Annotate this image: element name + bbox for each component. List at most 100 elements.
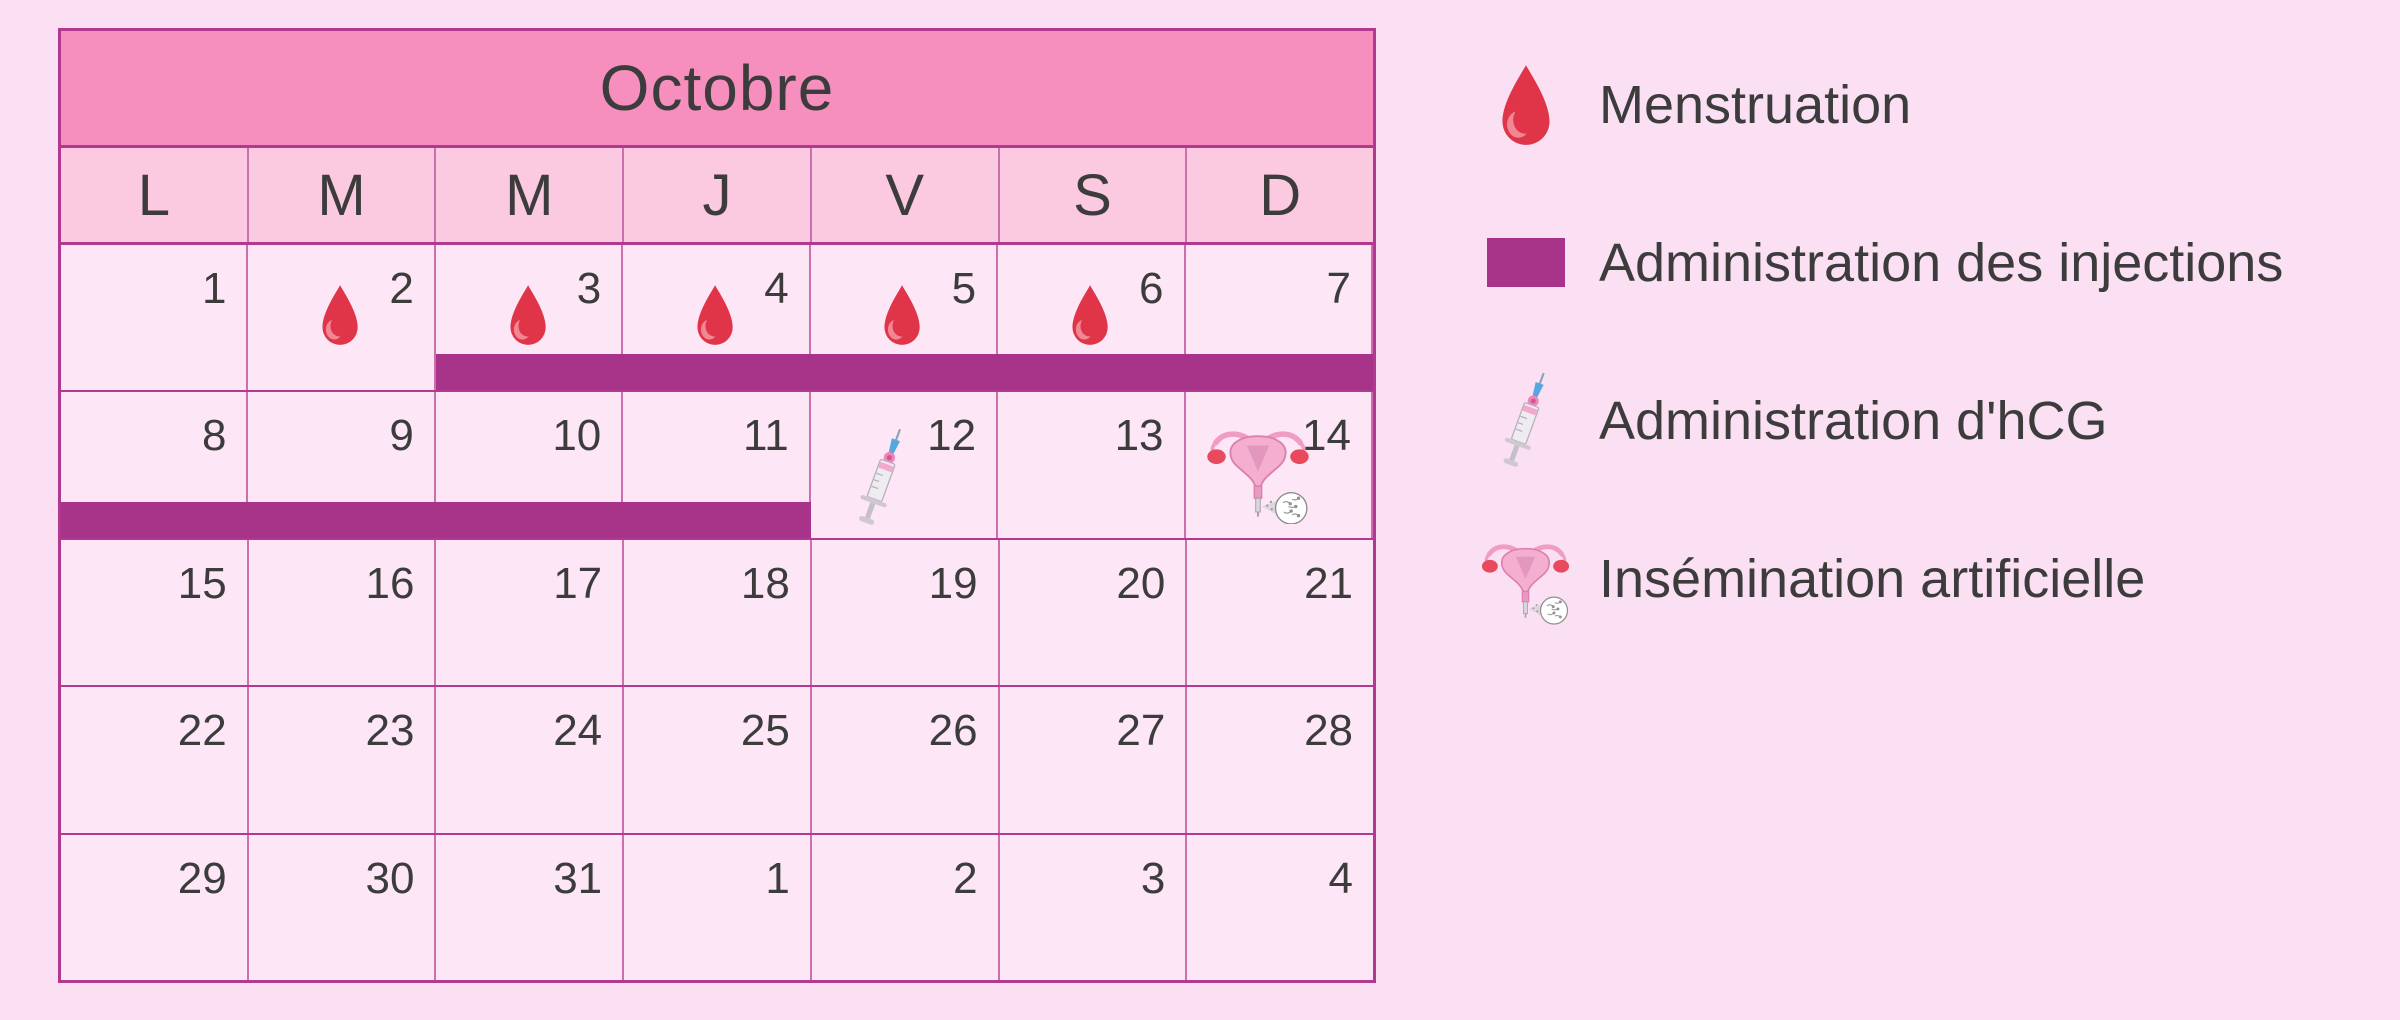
blood-drop-icon [322,285,358,345]
day-number: 14 [1302,411,1351,461]
day-number: 21 [1304,558,1354,608]
insemination-marker [1202,418,1314,526]
day-number: 29 [177,853,227,903]
day-number: 2 [953,853,978,903]
day-cell: 15 [61,539,249,686]
day-cell: 18 [624,539,812,686]
day-number: 26 [928,706,978,756]
calendar-month-title: Octobre [61,31,1373,148]
injection-swatch-icon [1486,238,1565,287]
day-cell: 9 [248,392,436,538]
day-cell: 21 [1187,540,1373,685]
day-number: 3 [576,264,602,313]
day-cell: 24 [436,687,625,833]
day-cell: 25 [624,687,812,833]
day-number: 4 [764,264,789,313]
injection-bar [435,354,1373,391]
day-number: 31 [553,853,603,903]
syringe-icon [1503,372,1545,467]
day-number: 7 [1326,264,1351,313]
day-cell: 10 [436,392,624,538]
day-number: 13 [1114,411,1164,461]
menstruation-marker [505,282,551,348]
legend-label: Administration d'hCG [1599,390,2108,451]
day-cell: 1 [61,245,249,391]
legend: Menstruation Administration des injection… [1478,52,2283,684]
menstruation-marker [317,282,363,348]
day-number: 25 [740,706,790,756]
week-row: 1 2 3 4 5 6 7 [61,245,1373,393]
legend-label: Administration des injections [1599,232,2284,293]
legend-item: Administration des injections [1478,210,2283,315]
day-cell: 8 [61,392,249,538]
day-header-cell: M [249,148,437,242]
day-header-cell: S [1000,148,1188,242]
uterus-insemination-icon [1481,544,1570,625]
day-header-cell: L [61,148,249,242]
day-cell: 1 [624,834,812,981]
day-number: 10 [552,411,602,461]
day-cell: 6 [998,245,1186,391]
legend-label: Insémination artificielle [1599,548,2146,609]
legend-item: Insémination artificielle [1478,526,2283,631]
day-cell: 11 [623,392,811,538]
day-number: 1 [201,264,227,313]
day-cell: 7 [1186,245,1373,391]
day-header-cell: D [1259,162,1302,228]
blood-drop-icon [884,285,921,345]
day-cell: 23 [249,687,437,833]
week-row: 8 9 10 11 12 13 14 [61,392,1373,540]
day-cell: 29 [61,834,249,981]
day-number: 27 [1116,706,1166,756]
day-cell: 19 [812,539,1000,686]
day-number: 2 [389,264,414,313]
day-cell: 28 [1187,687,1373,832]
day-cell: 22 [61,687,249,833]
week-row: 15 16 17 18 19 20 21 [61,539,1373,688]
day-cell: 30 [249,834,437,981]
day-number: 12 [927,411,977,461]
hcg-marker [853,426,911,530]
uterus-insemination-icon [1206,431,1309,526]
blood-drop-icon [1501,64,1550,145]
day-number: 4 [1328,853,1354,903]
legend-item: Administration d'hCG [1478,368,2283,473]
day-cell: 5 [811,245,999,391]
day-header-cell: J [624,148,812,242]
blood-drop-icon [509,285,546,345]
day-number: 11 [743,411,789,461]
legend-icon-box [1478,532,1573,625]
day-cell: 4 [1187,835,1373,980]
legend-label: Menstruation [1599,74,1912,135]
day-cell: 14 [1186,392,1373,538]
day-cell: 17 [436,539,625,686]
day-number: 16 [365,558,415,608]
day-cell: 20 [1000,539,1188,686]
legend-icon-box [1478,238,1573,287]
day-cell: 3 [1000,834,1188,981]
day-header-cell: V [812,148,1000,242]
day-number: 5 [951,264,977,313]
blood-drop-icon [1072,285,1108,345]
day-number: 3 [1140,853,1166,903]
day-number: 30 [365,853,415,903]
day-number: 8 [201,411,227,461]
day-number: 18 [740,558,790,608]
menstruation-marker [692,282,738,348]
day-number: 22 [177,706,227,756]
day-number: 1 [765,853,790,903]
syringe-icon [858,429,901,526]
day-cell: 4 [623,245,811,391]
day-cell: 26 [812,687,1000,833]
day-number: 19 [928,558,978,608]
day-number: 9 [389,411,414,461]
day-cell: 2 [812,834,1000,981]
day-cell: 16 [249,539,437,686]
day-number: 6 [1139,264,1164,313]
blood-drop-icon [697,285,733,345]
day-number: 28 [1304,706,1354,756]
week-row: 29 30 31 1 2 3 4 [61,834,1373,981]
day-number: 24 [553,706,603,756]
